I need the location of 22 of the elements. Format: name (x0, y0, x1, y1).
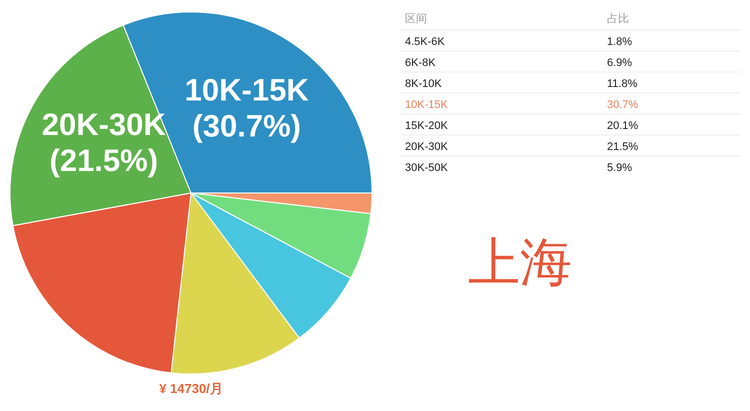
data-label: 5.9% (607, 162, 632, 174)
category-label: 4.5K-6K (405, 36, 446, 48)
data-label: 11.8% (607, 78, 638, 90)
data-label: 21.5% (607, 141, 638, 153)
category-label: 30K-50K (405, 162, 448, 174)
data-label: 1.8% (607, 36, 632, 48)
text: 区间 (405, 13, 427, 25)
slice-label: 10K-15K (184, 72, 310, 108)
data-label: 20.1% (607, 120, 638, 132)
text: 占比 (607, 12, 629, 25)
text: 上海 (468, 234, 572, 292)
data-label: (30.7%) (192, 108, 301, 144)
data-label: 6.9% (607, 57, 632, 69)
text: ¥ 14730/月 (159, 381, 223, 396)
category-label: 6K-8K (405, 57, 436, 69)
category-label: 20K-30K (405, 141, 448, 153)
category-label: 10K-15K (405, 99, 448, 111)
slice-label: 20K-30K (42, 107, 166, 142)
category-label: 15K-20K (405, 120, 448, 132)
data-label: 30.7% (607, 99, 638, 111)
category-label: 8K-10K (405, 78, 442, 90)
data-label: (21.5%) (50, 143, 158, 178)
